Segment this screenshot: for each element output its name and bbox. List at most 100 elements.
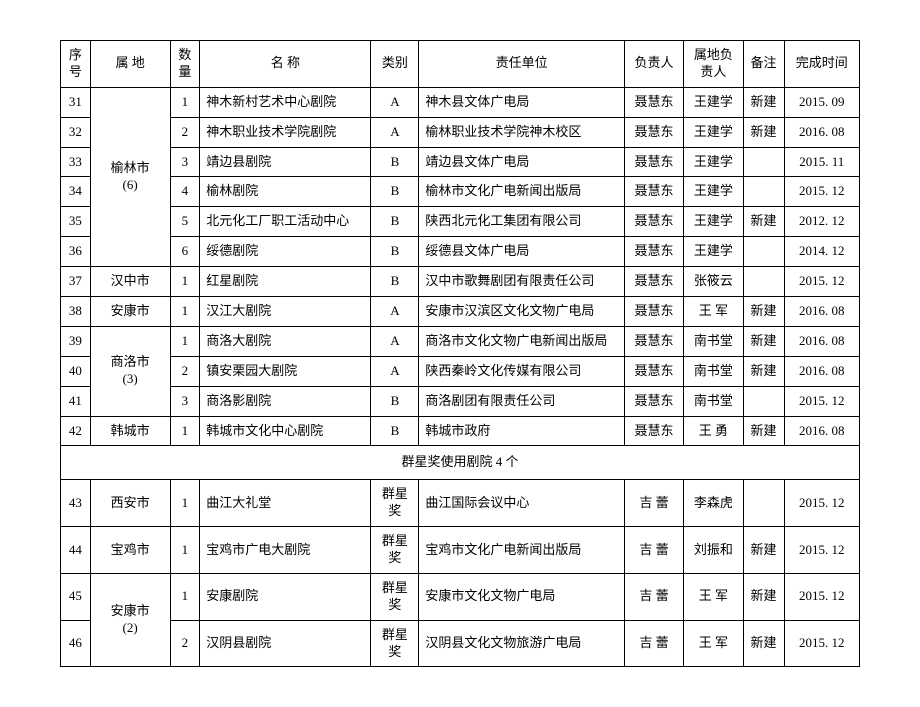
cell-category: 群星奖 bbox=[371, 527, 419, 574]
cell-note bbox=[743, 177, 784, 207]
table-row: 402镇安栗园大剧院A陕西秦岭文化传媒有限公司聂慧东南书堂新建2016. 08 bbox=[61, 356, 860, 386]
table-row: 45安康市(2)1安康剧院群星奖安康市文化文物广电局吉 蕾王 军新建2015. … bbox=[61, 573, 860, 620]
cell-responsible: 吉 蕾 bbox=[624, 480, 683, 527]
cell-responsible: 吉 蕾 bbox=[624, 573, 683, 620]
cell-name: 镇安栗园大剧院 bbox=[200, 356, 371, 386]
cell-responsible: 聂慧东 bbox=[624, 237, 683, 267]
cell-qty: 2 bbox=[170, 356, 200, 386]
theater-table: 序号 属 地 数量 名 称 类别 责任单位 负责人 属地负责人 备注 完成时间 … bbox=[60, 40, 860, 667]
cell-name: 安康剧院 bbox=[200, 573, 371, 620]
cell-category: B bbox=[371, 207, 419, 237]
cell-date: 2015. 12 bbox=[784, 177, 859, 207]
cell-qty: 1 bbox=[170, 297, 200, 327]
cell-responsible: 聂慧东 bbox=[624, 356, 683, 386]
cell-responsible: 聂慧东 bbox=[624, 117, 683, 147]
cell-category: B bbox=[371, 177, 419, 207]
cell-region-responsible: 王建学 bbox=[684, 237, 743, 267]
cell-qty: 3 bbox=[170, 386, 200, 416]
cell-qty: 1 bbox=[170, 527, 200, 574]
cell-date: 2014. 12 bbox=[784, 237, 859, 267]
table-row: 366绥德剧院B绥德县文体广电局聂慧东王建学2014. 12 bbox=[61, 237, 860, 267]
cell-category: B bbox=[371, 147, 419, 177]
cell-unit: 安康市文化文物广电局 bbox=[419, 573, 624, 620]
cell-responsible: 吉 蕾 bbox=[624, 527, 683, 574]
table-row: 322神木职业技术学院剧院A榆林职业技术学院神木校区聂慧东王建学新建2016. … bbox=[61, 117, 860, 147]
cell-region-responsible: 王建学 bbox=[684, 117, 743, 147]
cell-date: 2015. 12 bbox=[784, 573, 859, 620]
header-category: 类别 bbox=[371, 41, 419, 88]
table-row: 44宝鸡市1宝鸡市广电大剧院群星奖宝鸡市文化广电新闻出版局吉 蕾刘振和新建201… bbox=[61, 527, 860, 574]
table-row: 355北元化工厂职工活动中心B陕西北元化工集团有限公司聂慧东王建学新建2012.… bbox=[61, 207, 860, 237]
section-divider: 群星奖使用剧院 4 个 bbox=[61, 446, 860, 480]
cell-seq: 33 bbox=[61, 147, 91, 177]
cell-name: 商洛影剧院 bbox=[200, 386, 371, 416]
cell-seq: 36 bbox=[61, 237, 91, 267]
cell-qty: 1 bbox=[170, 416, 200, 446]
cell-unit: 商洛市文化文物广电新闻出版局 bbox=[419, 326, 624, 356]
cell-unit: 汉阴县文化文物旅游广电局 bbox=[419, 620, 624, 667]
cell-name: 红星剧院 bbox=[200, 267, 371, 297]
cell-category: B bbox=[371, 267, 419, 297]
cell-note bbox=[743, 480, 784, 527]
cell-seq: 44 bbox=[61, 527, 91, 574]
cell-date: 2016. 08 bbox=[784, 416, 859, 446]
table-row: 344榆林剧院B榆林市文化广电新闻出版局聂慧东王建学2015. 12 bbox=[61, 177, 860, 207]
table-body-top: 31榆林市(6)1神木新村艺术中心剧院A神木县文体广电局聂慧东王建学新建2015… bbox=[61, 87, 860, 446]
cell-region: 安康市(2) bbox=[90, 573, 170, 667]
cell-category: B bbox=[371, 386, 419, 416]
cell-seq: 46 bbox=[61, 620, 91, 667]
cell-responsible: 聂慧东 bbox=[624, 87, 683, 117]
cell-note bbox=[743, 237, 784, 267]
cell-category: A bbox=[371, 117, 419, 147]
cell-note: 新建 bbox=[743, 620, 784, 667]
cell-qty: 3 bbox=[170, 147, 200, 177]
cell-seq: 41 bbox=[61, 386, 91, 416]
cell-seq: 45 bbox=[61, 573, 91, 620]
cell-category: A bbox=[371, 356, 419, 386]
cell-region: 商洛市(3) bbox=[90, 326, 170, 416]
cell-unit: 汉中市歌舞剧团有限责任公司 bbox=[419, 267, 624, 297]
cell-date: 2015. 12 bbox=[784, 480, 859, 527]
cell-name: 绥德剧院 bbox=[200, 237, 371, 267]
cell-unit: 绥德县文体广电局 bbox=[419, 237, 624, 267]
cell-date: 2016. 08 bbox=[784, 297, 859, 327]
cell-note bbox=[743, 147, 784, 177]
cell-region-responsible: 王建学 bbox=[684, 147, 743, 177]
cell-category: A bbox=[371, 297, 419, 327]
cell-region-responsible: 王 勇 bbox=[684, 416, 743, 446]
cell-note: 新建 bbox=[743, 207, 784, 237]
header-unit: 责任单位 bbox=[419, 41, 624, 88]
cell-date: 2016. 08 bbox=[784, 356, 859, 386]
cell-note: 新建 bbox=[743, 297, 784, 327]
cell-date: 2015. 12 bbox=[784, 267, 859, 297]
table-row: 43西安市1曲江大礼堂群星奖曲江国际会议中心吉 蕾李森虎2015. 12 bbox=[61, 480, 860, 527]
cell-qty: 2 bbox=[170, 620, 200, 667]
cell-region: 韩城市 bbox=[90, 416, 170, 446]
cell-category: A bbox=[371, 326, 419, 356]
cell-date: 2015. 11 bbox=[784, 147, 859, 177]
cell-name: 商洛大剧院 bbox=[200, 326, 371, 356]
cell-region-responsible: 王 军 bbox=[684, 620, 743, 667]
header-date: 完成时间 bbox=[784, 41, 859, 88]
cell-date: 2015. 09 bbox=[784, 87, 859, 117]
cell-unit: 陕西秦岭文化传媒有限公司 bbox=[419, 356, 624, 386]
cell-qty: 1 bbox=[170, 573, 200, 620]
table-row: 39商洛市(3)1商洛大剧院A商洛市文化文物广电新闻出版局聂慧东南书堂新建201… bbox=[61, 326, 860, 356]
table-header: 序号 属 地 数量 名 称 类别 责任单位 负责人 属地负责人 备注 完成时间 bbox=[61, 41, 860, 88]
cell-note: 新建 bbox=[743, 573, 784, 620]
cell-name: 靖边县剧院 bbox=[200, 147, 371, 177]
cell-qty: 4 bbox=[170, 177, 200, 207]
cell-unit: 宝鸡市文化广电新闻出版局 bbox=[419, 527, 624, 574]
cell-name: 宝鸡市广电大剧院 bbox=[200, 527, 371, 574]
cell-name: 汉江大剧院 bbox=[200, 297, 371, 327]
header-region-responsible: 属地负责人 bbox=[684, 41, 743, 88]
header-note: 备注 bbox=[743, 41, 784, 88]
cell-region-responsible: 王 军 bbox=[684, 573, 743, 620]
cell-responsible: 聂慧东 bbox=[624, 177, 683, 207]
cell-date: 2012. 12 bbox=[784, 207, 859, 237]
cell-note: 新建 bbox=[743, 117, 784, 147]
cell-category: 群星奖 bbox=[371, 480, 419, 527]
table-body-bottom: 43西安市1曲江大礼堂群星奖曲江国际会议中心吉 蕾李森虎2015. 1244宝鸡… bbox=[61, 480, 860, 667]
cell-responsible: 聂慧东 bbox=[624, 267, 683, 297]
cell-date: 2015. 12 bbox=[784, 620, 859, 667]
